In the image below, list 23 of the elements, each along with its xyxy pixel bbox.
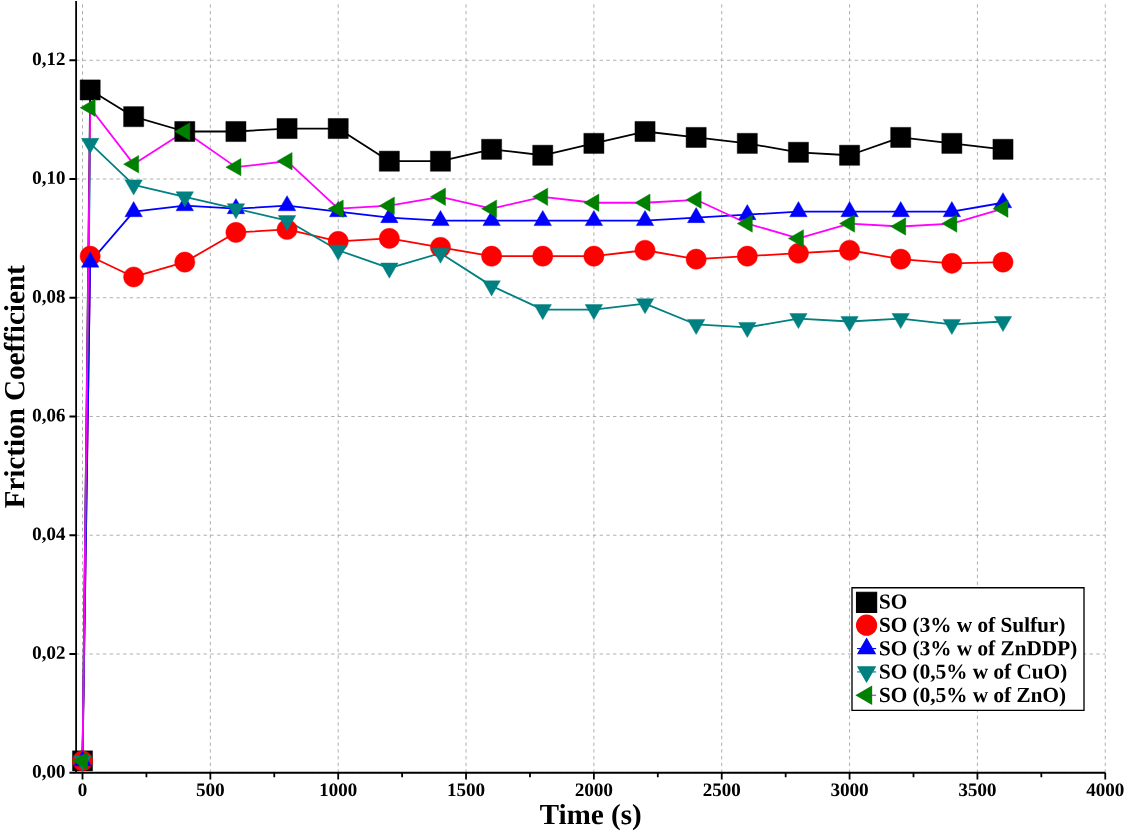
x-tick-label: 2500 [703,783,741,797]
x-tick-label: 1000 [320,783,357,797]
x-tick-label: 0 [78,783,87,797]
y-axis-title: Friction Coefficient [3,265,25,508]
x-tick-label: 3500 [959,783,996,797]
legend-label: SO (3% w of Sulfur) [880,616,1065,637]
x-axis-title: Time (s) [540,803,641,831]
x-tick-label: 1500 [448,783,485,797]
y-tick-label: 0,12 [32,52,65,69]
y-tick-label: 0,10 [32,171,65,187]
y-tick-label: 0,06 [32,408,65,425]
x-tick-label: 500 [196,783,224,797]
y-tick-label: 0,08 [32,289,65,306]
x-tick-label: 3000 [831,783,868,797]
legend-label: SO (0,5% w of CuO) [880,663,1067,684]
x-tick-label: 2000 [575,783,613,797]
legend-label: SO (0,5% w of ZnO) [880,686,1066,707]
y-tick-label: 0,02 [32,646,65,662]
legend-label: SO (3% w of ZnDDP) [880,640,1077,660]
y-tick-label: 0,00 [32,764,65,781]
y-tick-label: 0,04 [32,527,66,544]
legend-label: SO [880,594,907,609]
x-tick-label: 4000 [1086,783,1124,797]
